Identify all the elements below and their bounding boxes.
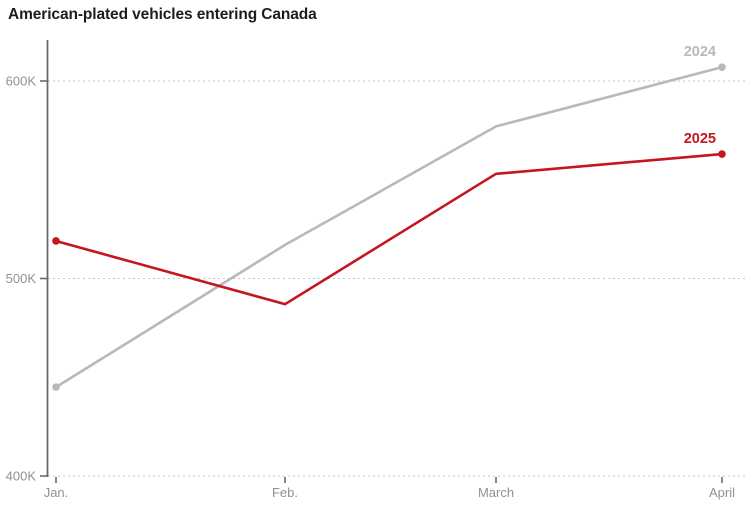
x-axis-label-March: March (478, 485, 514, 500)
y-axis-label-600K: 600K (6, 74, 37, 89)
series-label-2024: 2024 (684, 44, 716, 60)
x-axis-label-Feb.: Feb. (272, 485, 298, 500)
gridlines (48, 80, 746, 477)
series-point-2025-Jan. (52, 237, 60, 245)
x-axis-label-Jan.: Jan. (44, 485, 69, 500)
series-line-2024 (55, 65, 723, 389)
series-line-2025 (55, 152, 723, 306)
series-point-2024-April (718, 63, 726, 71)
series-point-2024-Jan. (52, 383, 60, 391)
x-axis-labels: Jan. Feb. March April (44, 485, 735, 500)
data-series: 2024 2025 (52, 44, 726, 391)
axes (40, 40, 723, 483)
series-point-2025-April (718, 150, 726, 158)
y-axis-label-500K: 500K (6, 271, 37, 286)
chart-title: American-plated vehicles entering Canada (8, 6, 317, 23)
y-axis-label-400K: 400K (6, 469, 37, 484)
y-axis-labels: 400K 500K 600K (6, 74, 37, 484)
series-label-2025: 2025 (684, 131, 716, 147)
x-axis-label-April: April (709, 485, 735, 500)
